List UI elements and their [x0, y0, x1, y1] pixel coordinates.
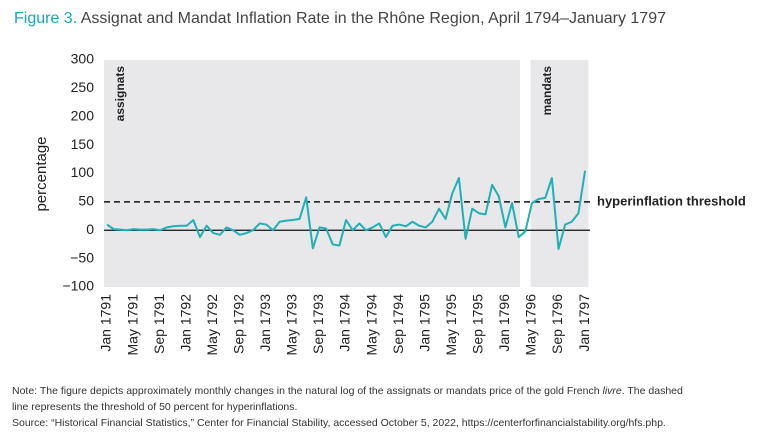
- y-tick-label: −100: [62, 278, 94, 294]
- x-tick-label: Sep 1791: [151, 294, 167, 354]
- x-tick-label: May 1792: [204, 294, 220, 356]
- x-tick-label: Sep 1794: [390, 294, 406, 354]
- x-tick-label: Jan 1797: [576, 294, 592, 352]
- threshold-label: hyperinflation threshold: [597, 193, 746, 208]
- x-tick-label: Sep 1796: [549, 294, 565, 354]
- figure-label: Figure 3.: [14, 10, 77, 27]
- data-line: [106, 170, 587, 250]
- x-tick-label: Jan 1792: [177, 294, 193, 352]
- x-tick-label: May 1794: [363, 294, 379, 356]
- x-tick-label: May 1796: [523, 294, 539, 356]
- note-italic: livre: [602, 385, 621, 397]
- y-tick-label: −50: [70, 249, 94, 265]
- shaded-region: [104, 60, 521, 287]
- title-text: Assignat and Mandat Inflation Rate in th…: [81, 10, 666, 27]
- region-label: assignats: [113, 66, 127, 122]
- chart-title: Figure 3. Assignat and Mandat Inflation …: [14, 10, 666, 27]
- y-tick-label: 300: [71, 51, 95, 67]
- x-tick-label: Jan 1794: [337, 294, 353, 352]
- note-text-end: . The dashed: [622, 385, 683, 397]
- y-tick-label: 100: [71, 164, 95, 180]
- note: Note: The figure depicts approximately m…: [12, 385, 683, 397]
- y-axis-label: percentage: [33, 136, 50, 211]
- region-label: mandats: [540, 66, 554, 116]
- note-line: line represents the threshold of 50 perc…: [12, 401, 297, 413]
- x-tick-label: Jan 1796: [496, 294, 512, 352]
- y-tick-label: 50: [78, 193, 94, 209]
- y-tick-label: 0: [86, 221, 94, 237]
- y-tick-label: 250: [71, 79, 95, 95]
- shaded-region: [530, 60, 589, 287]
- x-tick-label: Sep 1793: [310, 294, 326, 354]
- x-tick-label: Jan 1793: [257, 294, 273, 352]
- x-tick-label: May 1791: [124, 294, 140, 356]
- note-text: Note: The figure depicts approximately m…: [12, 385, 602, 397]
- source: Source: “Historical Financial Statistics…: [12, 417, 666, 429]
- x-tick-label: Jan 1791: [98, 294, 114, 352]
- y-tick-label: 150: [71, 136, 95, 152]
- x-tick-label: Jan 1795: [416, 294, 432, 352]
- x-tick-label: May 1795: [443, 294, 459, 356]
- y-tick-label: 200: [71, 107, 95, 123]
- x-tick-label: Sep 1792: [231, 294, 247, 354]
- x-tick-label: Sep 1795: [470, 294, 486, 354]
- x-tick-label: May 1793: [284, 294, 300, 356]
